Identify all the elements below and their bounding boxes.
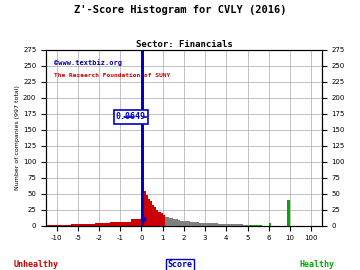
Bar	[199, 222, 201, 226]
Bar	[67, 225, 71, 226]
Bar	[269, 222, 271, 226]
Bar	[254, 225, 256, 226]
Bar	[148, 199, 150, 226]
Bar	[260, 225, 262, 226]
Bar	[177, 220, 180, 226]
Bar	[175, 220, 177, 226]
Bar	[184, 221, 186, 226]
Bar	[156, 210, 158, 226]
Bar	[233, 224, 235, 226]
Bar	[252, 225, 254, 226]
Bar	[146, 195, 148, 226]
Text: Healthy: Healthy	[299, 260, 334, 269]
Y-axis label: Number of companies (997 total): Number of companies (997 total)	[15, 85, 20, 190]
Bar	[220, 224, 222, 226]
Bar	[154, 207, 156, 226]
Text: Unhealthy: Unhealthy	[14, 260, 58, 269]
Bar	[203, 222, 205, 226]
Bar	[76, 224, 81, 226]
Bar	[182, 221, 184, 226]
Bar	[207, 223, 210, 226]
Bar	[171, 218, 173, 226]
Bar	[249, 225, 252, 226]
Bar	[141, 50, 144, 226]
Bar	[161, 213, 163, 226]
Text: Score: Score	[167, 260, 193, 269]
Bar	[158, 212, 161, 226]
Bar	[224, 224, 226, 226]
Bar	[229, 224, 230, 226]
Bar	[256, 225, 258, 226]
Bar	[248, 225, 249, 226]
Bar	[169, 218, 171, 226]
Text: 0.0649: 0.0649	[116, 113, 146, 122]
Bar	[188, 221, 190, 226]
Text: The Research Foundation of SUNY: The Research Foundation of SUNY	[54, 73, 171, 78]
Bar	[4, 225, 25, 226]
Bar	[258, 225, 260, 226]
Bar	[63, 225, 67, 226]
Title: Sector: Financials: Sector: Financials	[135, 40, 232, 49]
Bar	[241, 224, 243, 226]
Bar	[144, 191, 146, 226]
Bar	[216, 223, 218, 226]
Bar	[243, 225, 246, 226]
Bar	[81, 224, 89, 226]
Bar	[211, 223, 213, 226]
Bar	[46, 225, 59, 226]
Bar	[213, 223, 216, 226]
Bar	[59, 225, 63, 226]
Bar	[173, 219, 175, 226]
Text: Z'-Score Histogram for CVLY (2016): Z'-Score Histogram for CVLY (2016)	[74, 5, 286, 15]
Bar	[197, 222, 199, 226]
Text: ©www.textbiz.org: ©www.textbiz.org	[54, 59, 122, 66]
Bar	[152, 205, 154, 226]
Bar	[226, 224, 229, 226]
Bar	[210, 223, 211, 226]
Bar	[235, 224, 237, 226]
Bar	[180, 221, 182, 226]
Bar	[25, 225, 46, 226]
Bar	[71, 224, 76, 226]
Bar	[194, 222, 197, 226]
Bar	[246, 225, 248, 226]
Bar	[0, 225, 4, 226]
Bar	[167, 217, 169, 226]
Bar	[163, 215, 165, 226]
Bar	[287, 200, 290, 226]
Bar	[95, 223, 110, 226]
Bar	[230, 224, 233, 226]
Bar	[89, 224, 95, 226]
Bar	[186, 221, 188, 226]
Bar	[237, 224, 239, 226]
Bar	[222, 224, 224, 226]
Bar	[150, 201, 152, 226]
Bar	[218, 224, 220, 226]
Bar	[110, 222, 131, 226]
Bar	[239, 224, 241, 226]
Bar	[190, 222, 192, 226]
Bar	[165, 217, 167, 226]
Bar	[131, 220, 152, 226]
Bar	[192, 222, 194, 226]
Bar	[201, 222, 203, 226]
Bar	[205, 222, 207, 226]
